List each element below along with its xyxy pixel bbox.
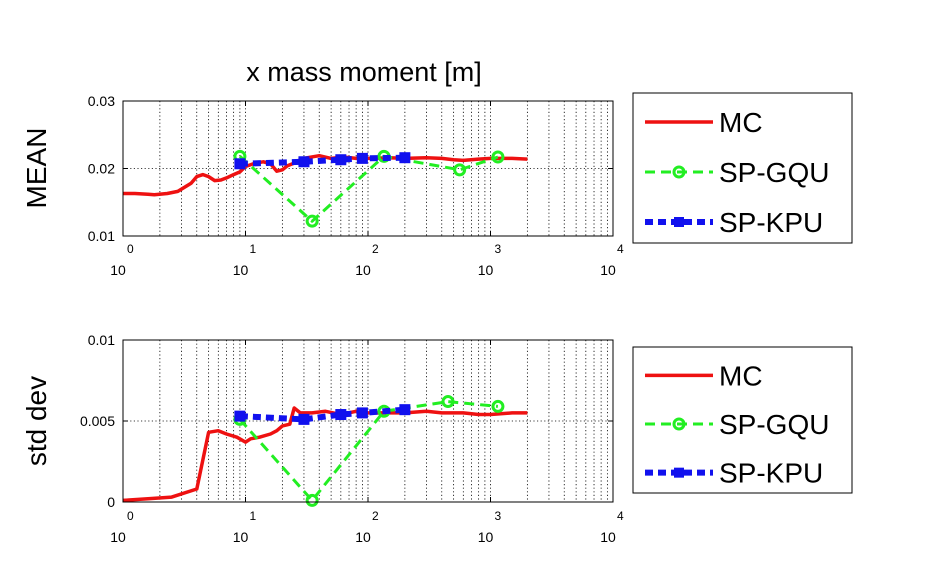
data-point — [356, 407, 368, 419]
data-point — [491, 399, 505, 413]
legend-label: SP-KPU — [719, 458, 823, 489]
data-point — [234, 410, 246, 422]
legend-marker — [672, 165, 686, 179]
data-point — [335, 409, 347, 421]
x-tick-exponent: 0 — [127, 242, 134, 256]
y-tick-label: 0.01 — [88, 332, 115, 348]
x-tick-exponent: 1 — [250, 509, 257, 523]
x-tick-exponent: 4 — [617, 509, 624, 523]
axes-frame — [122, 100, 614, 237]
data-point — [399, 404, 411, 416]
series-line — [239, 154, 405, 167]
y-tick-label: 0.005 — [80, 413, 115, 429]
data-point — [399, 152, 411, 164]
chart-mean: MEAN0.010.020.03100101102103104MCSP-GQUS… — [21, 92, 853, 278]
series-sp-kpu — [234, 152, 411, 170]
x-tick-label: 10 — [355, 262, 371, 278]
data-point — [234, 158, 246, 170]
legend-marker — [672, 417, 686, 431]
y-axis-label: std dev — [21, 376, 52, 466]
x-tick-exponent: 4 — [617, 242, 624, 256]
legend-label: SP-GQU — [719, 409, 829, 440]
axes-frame — [122, 339, 614, 503]
grid — [123, 101, 613, 236]
x-tick-exponent: 3 — [495, 242, 502, 256]
figure-title: x mass moment [m] — [246, 57, 482, 87]
series-mc — [123, 153, 528, 197]
x-tick-exponent: 2 — [372, 509, 379, 523]
series-mc — [122, 406, 528, 503]
data-point — [305, 493, 319, 507]
x-tick-label: 10 — [600, 262, 616, 278]
x-tick-exponent: 3 — [495, 509, 502, 523]
grid — [123, 340, 613, 502]
data-point — [335, 154, 347, 166]
data-point — [453, 163, 467, 177]
x-tick-label: 10 — [110, 262, 126, 278]
x-tick-exponent: 1 — [250, 242, 257, 256]
x-tick-label: 10 — [600, 529, 616, 545]
x-tick-label: 10 — [478, 529, 494, 545]
legend-label: MC — [719, 107, 763, 138]
legend-label: SP-KPU — [719, 207, 823, 238]
x-tick-label: 10 — [233, 262, 249, 278]
data-point — [298, 413, 310, 425]
legend: MC SP-GQU SP-KPU — [632, 346, 853, 494]
x-tick-label: 10 — [110, 529, 126, 545]
x-tick-exponent: 0 — [127, 509, 134, 523]
series-line — [239, 406, 406, 423]
data-point — [298, 156, 310, 168]
x-tick-label: 10 — [355, 529, 371, 545]
legend-box — [632, 92, 853, 244]
data-point — [441, 395, 455, 409]
x-tick-label: 10 — [233, 529, 249, 545]
series-line — [122, 406, 528, 503]
series-sp-kpu — [234, 404, 411, 425]
x-tick-label: 10 — [478, 262, 494, 278]
legend-box — [632, 346, 853, 494]
series-line — [123, 153, 528, 197]
legend-marker — [674, 217, 684, 227]
legend-marker — [674, 467, 684, 478]
y-tick-label: 0.03 — [88, 93, 115, 109]
legend: MC SP-GQU SP-KPU — [632, 92, 853, 244]
series-line — [238, 400, 499, 502]
data-point — [305, 214, 319, 228]
y-tick-label: 0.02 — [88, 161, 115, 177]
legend-label: SP-GQU — [719, 157, 829, 188]
x-tick-exponent: 2 — [372, 242, 379, 256]
legend-label: MC — [719, 360, 763, 391]
chart-std-dev: std dev00.0050.01100101102103104MCSP-GQU… — [21, 332, 853, 545]
y-axis-label: MEAN — [21, 128, 52, 209]
y-tick-label: 0 — [107, 494, 115, 510]
data-point — [356, 152, 368, 164]
data-point — [491, 150, 505, 164]
y-tick-label: 0.01 — [88, 228, 115, 244]
